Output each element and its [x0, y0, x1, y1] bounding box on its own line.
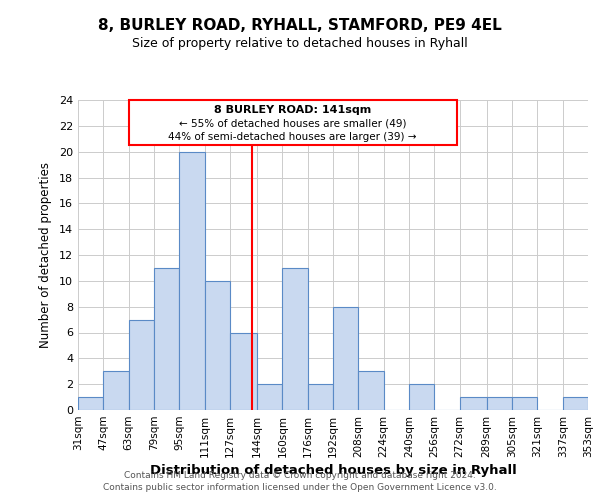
Bar — [409, 384, 434, 410]
Bar — [283, 268, 308, 410]
Bar — [128, 320, 154, 410]
Text: ← 55% of detached houses are smaller (49): ← 55% of detached houses are smaller (49… — [179, 118, 406, 128]
Text: Contains public sector information licensed under the Open Government Licence v3: Contains public sector information licen… — [103, 483, 497, 492]
Bar — [512, 397, 538, 410]
Bar — [179, 152, 205, 410]
Bar — [154, 268, 179, 410]
X-axis label: Distribution of detached houses by size in Ryhall: Distribution of detached houses by size … — [149, 464, 517, 477]
Bar — [333, 306, 358, 410]
Bar — [205, 281, 230, 410]
Bar — [103, 371, 128, 410]
Bar — [487, 397, 512, 410]
Bar — [308, 384, 333, 410]
Bar — [460, 397, 487, 410]
Text: 8 BURLEY ROAD: 141sqm: 8 BURLEY ROAD: 141sqm — [214, 105, 371, 115]
Bar — [78, 397, 103, 410]
FancyBboxPatch shape — [128, 100, 457, 145]
Bar — [257, 384, 283, 410]
Text: Size of property relative to detached houses in Ryhall: Size of property relative to detached ho… — [132, 38, 468, 51]
Text: 44% of semi-detached houses are larger (39) →: 44% of semi-detached houses are larger (… — [169, 132, 417, 142]
Bar — [230, 332, 257, 410]
Bar — [563, 397, 588, 410]
Y-axis label: Number of detached properties: Number of detached properties — [39, 162, 52, 348]
Text: Contains HM Land Registry data © Crown copyright and database right 2024.: Contains HM Land Registry data © Crown c… — [124, 472, 476, 480]
Text: 8, BURLEY ROAD, RYHALL, STAMFORD, PE9 4EL: 8, BURLEY ROAD, RYHALL, STAMFORD, PE9 4E… — [98, 18, 502, 32]
Bar — [358, 371, 383, 410]
